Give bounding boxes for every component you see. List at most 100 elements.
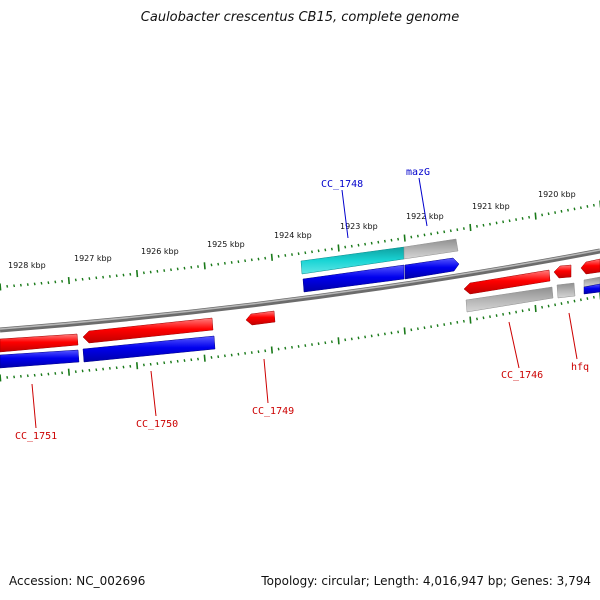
minor-tick <box>297 252 300 256</box>
minor-tick <box>489 222 491 226</box>
gene-label-cc1746[interactable]: CC_1746 <box>501 370 543 381</box>
inner-tick-ring <box>0 292 600 382</box>
major-tick <box>403 327 406 335</box>
minor-tick <box>515 218 518 221</box>
gene-hfq-feature[interactable] <box>556 282 576 299</box>
gene-cc1749-cds[interactable] <box>245 310 276 326</box>
major-tick <box>0 374 2 382</box>
minor-tick <box>330 340 333 344</box>
minor-tick <box>95 276 98 280</box>
minor-tick <box>142 363 145 367</box>
kbp-scale: 1928 kbp 1927 kbp 1926 kbp 1925 kbp 1924… <box>8 190 576 270</box>
gene-edge-blue[interactable] <box>583 283 600 295</box>
minor-tick <box>528 308 531 312</box>
gene-cc1750-reverse[interactable] <box>82 335 216 363</box>
minor-tick <box>237 352 240 356</box>
minor-tick <box>210 263 213 267</box>
reverse-features-bottom <box>0 310 276 369</box>
minor-tick <box>541 305 544 309</box>
minor-tick <box>33 373 36 377</box>
minor-tick <box>495 221 498 225</box>
minor-tick <box>197 265 199 268</box>
kbp-label: 1927 kbp <box>74 254 112 263</box>
minor-tick <box>61 371 64 375</box>
gene-mazg-feature[interactable] <box>403 238 459 260</box>
minor-tick <box>61 279 64 283</box>
kbp-label: 1922 kbp <box>406 212 444 221</box>
minor-tick <box>436 324 439 327</box>
gene-label-cc1749[interactable]: CC_1749 <box>252 406 294 417</box>
minor-tick <box>502 312 505 316</box>
minor-tick <box>244 351 247 355</box>
gene-cc1750-cds[interactable] <box>82 317 214 344</box>
minor-tick <box>416 234 419 238</box>
gene-hfq-cds[interactable] <box>553 264 572 279</box>
minor-tick <box>592 295 595 299</box>
minor-tick <box>102 275 105 279</box>
minor-tick <box>443 230 446 234</box>
minor-tick <box>430 325 433 329</box>
major-tick <box>270 253 273 261</box>
gene-cc1751-cds[interactable] <box>0 333 79 353</box>
minor-tick <box>521 217 524 220</box>
minor-tick <box>579 206 582 210</box>
minor-tick <box>416 327 419 331</box>
minor-tick <box>163 269 166 272</box>
minor-tick <box>47 372 50 376</box>
minor-tick <box>357 336 360 340</box>
minor-tick <box>364 242 367 246</box>
gene-label-cc1751[interactable]: CC_1751 <box>15 431 57 442</box>
minor-tick <box>13 284 16 288</box>
topology-text: Topology: circular; Length: 4,016,947 bp… <box>261 574 591 588</box>
minor-tick <box>370 334 373 338</box>
gene-label-mazg[interactable]: mazG <box>406 167 430 178</box>
gene-cc1746-feature[interactable] <box>465 286 554 313</box>
minor-tick <box>13 375 16 379</box>
minor-tick <box>430 232 433 236</box>
minor-tick <box>423 326 426 330</box>
minor-tick <box>81 369 84 373</box>
major-tick <box>203 262 206 270</box>
minor-tick <box>547 304 550 308</box>
major-tick <box>136 270 139 278</box>
gene-label-cc1750[interactable]: CC_1750 <box>136 419 178 430</box>
minor-tick <box>88 277 91 280</box>
minor-tick <box>170 268 172 272</box>
gene-cc1746-cds[interactable] <box>463 269 551 295</box>
minor-tick <box>197 357 199 361</box>
minor-tick <box>344 245 347 249</box>
minor-tick <box>74 278 77 282</box>
minor-tick <box>244 259 247 263</box>
minor-tick <box>579 298 582 302</box>
minor-tick <box>456 320 459 324</box>
gene-mazg-cds[interactable] <box>404 257 460 280</box>
minor-tick <box>554 303 557 307</box>
gene-label-cc1748[interactable]: CC_1748 <box>321 179 363 190</box>
gene-label-hfq[interactable]: hfq <box>571 362 589 373</box>
minor-tick <box>462 227 465 230</box>
major-tick <box>403 234 406 242</box>
minor-tick <box>304 251 307 255</box>
minor-tick <box>311 343 313 346</box>
gene-cc1748-cds[interactable] <box>302 264 405 293</box>
minor-tick <box>129 272 132 276</box>
minor-tick <box>560 209 563 213</box>
minor-tick <box>217 355 220 359</box>
minor-tick <box>190 265 193 269</box>
minor-tick <box>449 229 452 233</box>
gene-edge-red[interactable] <box>580 258 600 275</box>
minor-tick <box>102 367 105 371</box>
minor-tick <box>54 372 57 375</box>
minor-tick <box>586 205 589 208</box>
gene-cc1751-reverse[interactable] <box>0 349 80 369</box>
minor-tick <box>257 257 260 261</box>
minor-tick <box>515 310 518 314</box>
minor-tick <box>40 281 43 285</box>
minor-tick <box>210 356 213 359</box>
outer-tick-ring <box>0 200 600 291</box>
minor-tick <box>502 220 505 224</box>
minor-tick <box>176 359 179 363</box>
major-tick <box>0 283 2 291</box>
minor-tick <box>489 315 491 319</box>
